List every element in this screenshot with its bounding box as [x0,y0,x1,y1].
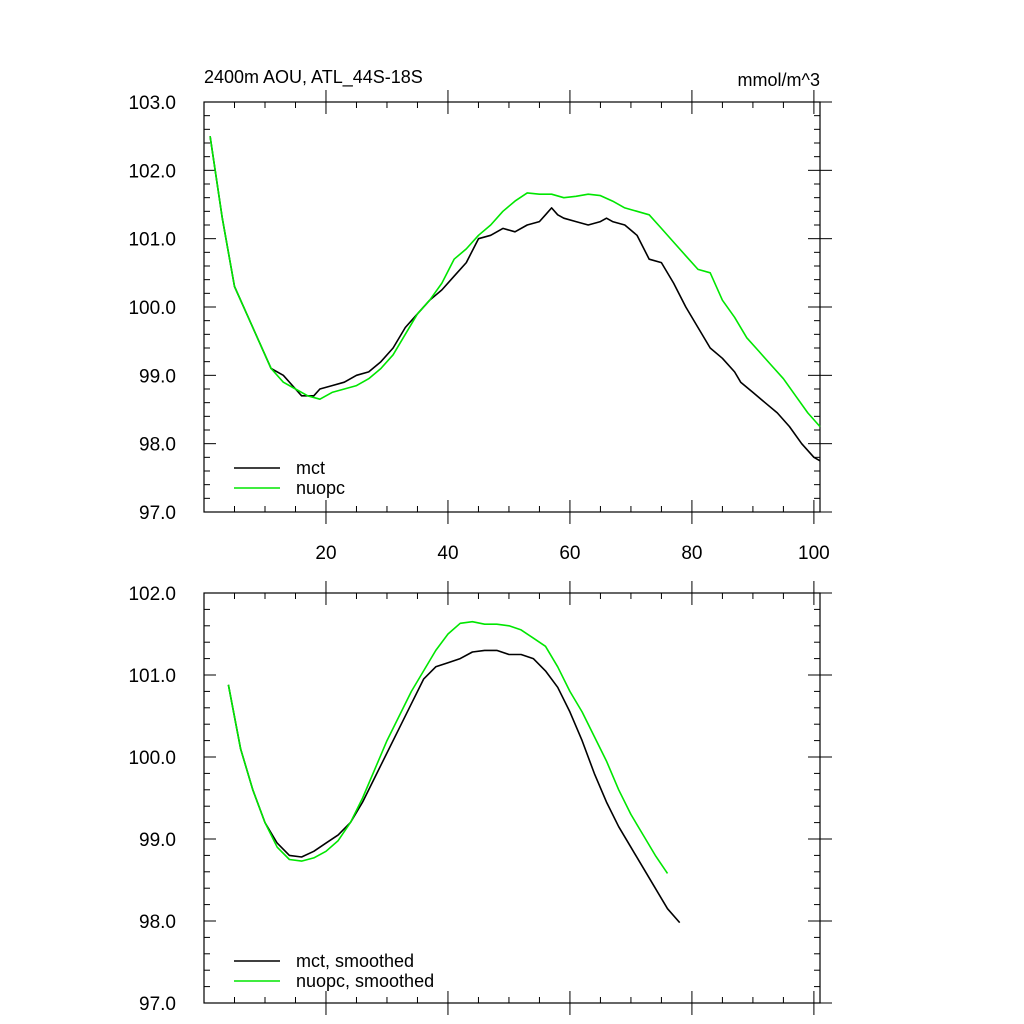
x-tick-label: 60 [559,543,580,564]
x-tick-label: 80 [681,543,702,564]
y-tick-label: 97.0 [139,994,176,1015]
series-line-nuopc [209,136,821,428]
legend-label: nuopc, smoothed [296,971,434,991]
x-tick-label: 100 [798,543,830,564]
y-tick-label: 101.0 [128,230,176,251]
units-label: mmol/m^3 [738,70,820,90]
plot-frame [203,592,821,1004]
y-tick-label: 100.0 [128,748,176,769]
top-panel: 2400m AOU, ATL_44S-18S mmol/m^3 20 40 60 80… [128,67,832,564]
y-tick-label: 102.0 [128,584,176,605]
y-tick-label: 102.0 [128,161,176,182]
legend-label: mct, smoothed [296,951,414,971]
bottom-panel: 97.0 98.0 99.0 100.0 101.0 102.0 mct, smoothed… [128,581,832,1015]
y-tick-label: 97.0 [139,503,176,524]
series-line-nuopc-smoothed [227,620,669,874]
series-line-mct-smoothed [227,649,681,924]
chart-title: 2400m AOU, ATL_44S-18S [204,67,423,88]
series-line-mct [209,136,821,462]
y-tick-label: 100.0 [128,298,176,319]
legend-label: mct [296,458,325,478]
y-tick-label: 101.0 [128,666,176,687]
y-tick-label: 98.0 [139,912,176,933]
y-tick-label: 103.0 [128,93,176,114]
y-tick-label: 98.0 [139,435,176,456]
x-tick-label: 40 [437,543,458,564]
y-tick-label: 99.0 [139,366,176,387]
x-tick-label: 20 [315,543,336,564]
legend-label: nuopc [296,478,345,498]
y-tick-label: 99.0 [139,830,176,851]
